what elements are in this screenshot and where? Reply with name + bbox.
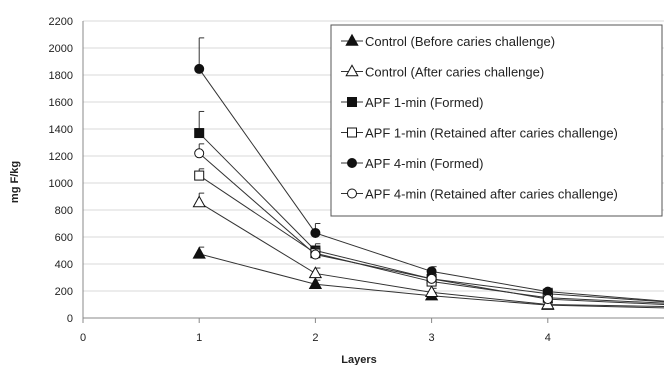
legend-label: APF 4-min (Formed) [365, 156, 483, 171]
legend-item: APF 4-min (Formed) [341, 156, 483, 171]
y-tick-label: 800 [55, 205, 73, 217]
data-point [310, 227, 321, 238]
legend-item: Control (Before caries challenge) [341, 33, 555, 49]
y-tick-label: 2000 [49, 43, 73, 55]
data-point [426, 273, 437, 284]
x-tick-label: 4 [545, 332, 551, 344]
legend-marker [345, 64, 359, 77]
y-axis-title: mg F/kg [9, 161, 21, 203]
x-axis-title: Layers [341, 354, 376, 365]
x-tick-label: 0 [80, 332, 86, 344]
legend-marker [347, 188, 357, 199]
legend-item: APF 1-min (Formed) [341, 95, 483, 110]
legend-label: Control (Before caries challenge) [365, 34, 555, 49]
legend-marker [345, 33, 359, 46]
legend: Control (Before caries challenge) Control… [330, 24, 663, 217]
x-tick-labels: 0 1 2 3 4 [80, 332, 551, 344]
series-1 [192, 192, 664, 310]
legend-label: APF 4-min (Retained after caries challen… [365, 187, 618, 202]
data-point [308, 266, 323, 279]
legend-item: APF 4-min (Retained after caries challen… [341, 187, 618, 202]
data-point [194, 63, 205, 74]
x-tick-label: 1 [196, 332, 202, 344]
data-point [192, 195, 206, 208]
legend-label: APF 1-min (Retained after caries challen… [365, 126, 618, 141]
data-point [194, 148, 205, 159]
series-4 [194, 37, 664, 302]
legend-marker [347, 127, 357, 138]
axes [82, 21, 664, 323]
data-point [194, 128, 205, 139]
legend-label: Control (After caries challenge) [365, 65, 544, 80]
data-point [192, 246, 206, 259]
series-5 [194, 143, 664, 305]
y-tick-label: 1200 [49, 151, 73, 163]
data-point [194, 170, 205, 181]
series-group [192, 37, 664, 310]
data-point [308, 277, 323, 289]
y-tick-label: 200 [55, 286, 73, 298]
y-tick-labels: 0 200 400 600 800 1000 1200 1400 1600 1800 2000 220… [49, 16, 73, 325]
y-tick-label: 2200 [49, 16, 73, 28]
legend-marker [347, 158, 357, 168]
legend-label: APF 1-min (Formed) [365, 95, 483, 110]
legend-item: Control (After caries challenge) [341, 64, 544, 80]
y-tick-label: 0 [67, 313, 73, 325]
y-tick-label: 1800 [49, 70, 73, 82]
legend-marker [347, 97, 357, 107]
data-point [542, 294, 553, 305]
y-tick-label: 1000 [49, 178, 73, 190]
y-tick-label: 600 [55, 232, 73, 244]
y-tick-label: 400 [55, 259, 73, 271]
data-point [424, 285, 439, 298]
y-tick-label: 1400 [49, 124, 73, 136]
legend-item: APF 1-min (Retained after caries challen… [341, 126, 618, 141]
legend-box [330, 24, 663, 217]
x-tick-label: 3 [429, 332, 435, 344]
data-point [310, 249, 321, 260]
x-tick-label: 2 [312, 332, 318, 344]
y-tick-label: 1600 [49, 97, 73, 109]
